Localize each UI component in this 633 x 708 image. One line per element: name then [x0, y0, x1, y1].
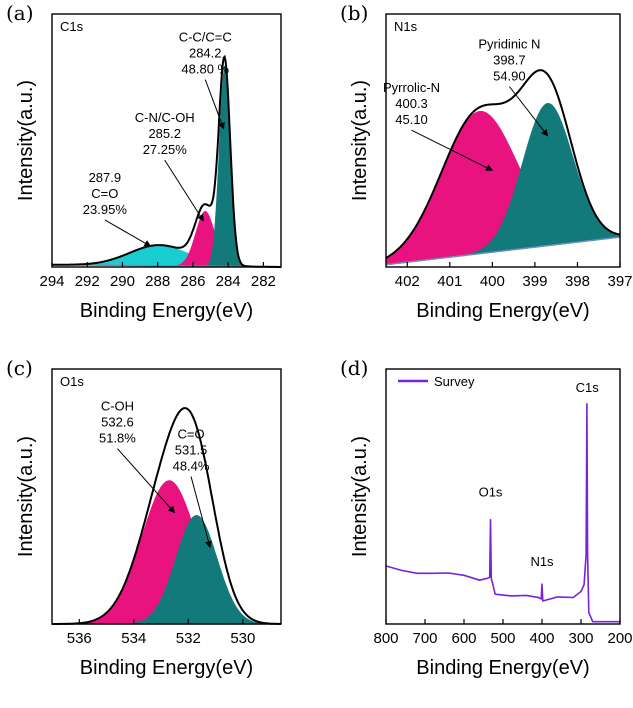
- panel-2: (c) O1s 536 534 532 530 Binding Energy(eV) Inte…: [6, 356, 282, 679]
- panel-3: (d) Survey 800 700 600 500 400 300 200 Binding En…: [340, 356, 633, 679]
- annotation-arrow: [190, 476, 212, 549]
- plot-frame: [51, 368, 282, 625]
- envelope-line: [52, 407, 281, 625]
- y-axis-label: Intensity(a.u.): [15, 80, 37, 201]
- x-tick-label: 292: [75, 273, 100, 290]
- peak-label: O1s: [479, 485, 503, 500]
- panel-0: (a) C1s 294 292 290 288 286 284 282 Binding Energ…: [6, 1, 282, 322]
- x-tick-label: 800: [373, 630, 398, 647]
- panel-label: (d): [340, 356, 368, 380]
- x-tick-label: 500: [490, 630, 515, 647]
- x-tick-label: 282: [251, 273, 276, 290]
- x-tick-label: 400: [529, 630, 554, 647]
- annotation-text: 531.5: [175, 443, 208, 458]
- x-tick-label: 286: [180, 273, 205, 290]
- plot-frame: [51, 13, 282, 268]
- annotation-text: 285.2: [148, 126, 181, 141]
- x-tick-label: 402: [395, 273, 420, 290]
- x-tick-label: 300: [568, 630, 593, 647]
- envelope-line: [385, 69, 621, 259]
- annotation-arrow: [104, 219, 152, 247]
- peak-fill-0: [52, 245, 281, 267]
- x-tick-label: 400: [480, 273, 505, 290]
- annotation-text: C-OH: [101, 399, 134, 414]
- spectrum-tag: C1s: [60, 19, 84, 34]
- x-axis-label: Binding Energy(eV): [80, 657, 253, 679]
- peak-fill-0: [52, 480, 281, 624]
- plot-frame: [385, 368, 621, 625]
- peak-label: C1s: [576, 380, 600, 395]
- peak-fill-2: [52, 66, 281, 267]
- x-axis-label: Binding Energy(eV): [416, 300, 589, 322]
- annotation-arrow: [508, 86, 549, 137]
- x-tick-label: 399: [522, 273, 547, 290]
- x-tick-label: 600: [451, 630, 476, 647]
- background-line: [385, 236, 621, 266]
- annotation-text: 532.6: [101, 415, 134, 430]
- annotation-text: 48.80 %: [181, 62, 229, 77]
- annotation-text: C-C/C=C: [179, 30, 232, 45]
- annotation-text: 287.9: [89, 170, 122, 185]
- survey-line-0: [385, 403, 620, 623]
- annotation-text: 54.90: [493, 69, 526, 84]
- annotation-text: 48.4%: [173, 459, 210, 474]
- annotation-text: Pyridinic N: [478, 37, 540, 52]
- x-tick-label: 294: [39, 273, 64, 290]
- annotation-text: 284.2: [189, 46, 222, 61]
- x-axis-label: Binding Energy(eV): [416, 657, 589, 679]
- panel-label: (c): [6, 356, 33, 380]
- annotation-text: 45.10: [395, 112, 428, 127]
- legend-label: Survey: [434, 374, 475, 389]
- plot-frame: [385, 13, 621, 268]
- annotation-text: Pyrrolic-N: [383, 80, 440, 95]
- x-tick-label: 401: [437, 273, 462, 290]
- x-tick-label: 398: [565, 273, 590, 290]
- x-tick-label: 700: [412, 630, 437, 647]
- annotation-text: 51.8%: [99, 431, 136, 446]
- annotation-arrow: [164, 159, 204, 222]
- annotation-arrow: [411, 129, 493, 171]
- annotation-arrow: [117, 448, 176, 514]
- x-tick-label: 530: [230, 630, 255, 647]
- y-axis-label: Intensity(a.u.): [349, 436, 371, 557]
- spectrum-tag: O1s: [60, 374, 84, 389]
- x-tick-label: 290: [110, 273, 135, 290]
- envelope-line: [52, 54, 281, 268]
- x-tick-label: 534: [121, 630, 146, 647]
- spectrum-tag: N1s: [394, 19, 418, 34]
- annotation-text: 23.95%: [83, 202, 128, 217]
- panel-label: (b): [340, 1, 368, 25]
- peak-label: N1s: [530, 554, 554, 569]
- x-tick-label: 200: [607, 630, 632, 647]
- annotation-arrow: [204, 79, 225, 130]
- y-axis-label: Intensity(a.u.): [349, 80, 371, 201]
- x-tick-label: 532: [176, 630, 201, 647]
- x-tick-label: 536: [67, 630, 92, 647]
- annotation-text: C=O: [91, 186, 118, 201]
- annotation-text: C=O: [177, 427, 204, 442]
- annotation-text: 400.3: [395, 96, 428, 111]
- x-tick-label: 288: [145, 273, 170, 290]
- peak-fill-1: [52, 515, 281, 624]
- annotation-text: C-N/C-OH: [135, 110, 195, 125]
- x-axis-label: Binding Energy(eV): [80, 300, 253, 322]
- annotation-text: 27.25%: [143, 142, 188, 157]
- y-axis-label: Intensity(a.u.): [15, 436, 37, 557]
- annotation-text: 398.7: [493, 53, 526, 68]
- x-tick-label: 284: [216, 273, 241, 290]
- peak-fill-0: [386, 111, 620, 265]
- peak-fill-1: [386, 103, 620, 265]
- x-tick-label: 397: [607, 273, 632, 290]
- panel-label: (a): [6, 1, 34, 25]
- panel-1: (b) N1s 402 401 400 399 398 397 Binding Energy(e…: [340, 1, 633, 322]
